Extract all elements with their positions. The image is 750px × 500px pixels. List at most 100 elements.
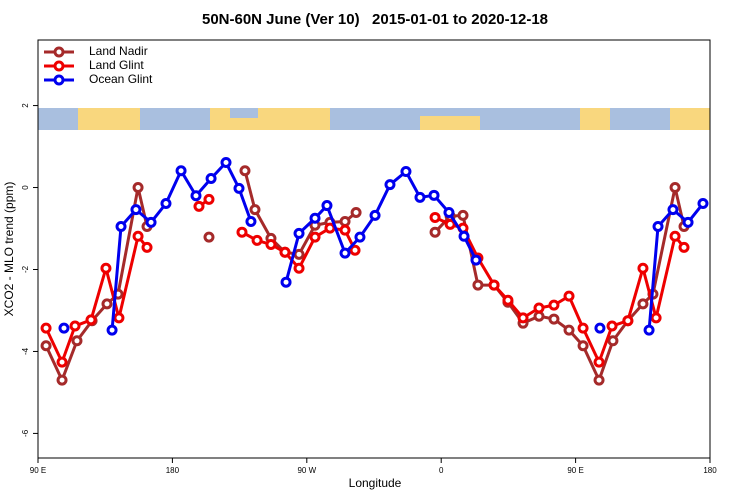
data-point — [577, 340, 589, 352]
data-point — [502, 294, 514, 306]
data-point — [517, 312, 529, 324]
legend-marker — [53, 74, 65, 86]
y-tick-label: -2 — [21, 265, 30, 273]
data-point — [457, 209, 469, 221]
data-point — [429, 211, 441, 223]
x-tick-label: 180 — [166, 466, 180, 475]
data-point — [643, 324, 655, 336]
data-point — [548, 299, 560, 311]
data-point — [488, 279, 500, 291]
map-sea — [610, 108, 670, 130]
data-point — [160, 198, 172, 210]
data-point — [384, 179, 396, 191]
data-point — [141, 241, 153, 253]
data-point — [132, 182, 144, 194]
data-point — [265, 238, 277, 250]
data-point — [444, 218, 456, 230]
data-point — [324, 222, 336, 234]
legend-label: Ocean Glint — [89, 72, 153, 86]
x-tick-label: 90 E — [567, 466, 583, 475]
data-point — [203, 193, 215, 205]
data-point — [203, 231, 215, 243]
data-point — [669, 182, 681, 194]
data-point — [40, 340, 52, 352]
data-point — [190, 190, 202, 202]
x-tick-label: 90 E — [30, 466, 46, 475]
data-point — [637, 298, 649, 310]
data-point — [309, 212, 321, 224]
data-point — [56, 356, 68, 368]
data-point — [193, 200, 205, 212]
data-point — [472, 279, 484, 291]
data-point — [577, 322, 589, 334]
data-point — [593, 356, 605, 368]
data-point — [533, 302, 545, 314]
x-tick-label: 90 W — [297, 466, 316, 475]
data-point — [354, 231, 366, 243]
data-point — [429, 226, 441, 238]
data-point — [239, 165, 251, 177]
map-sea — [38, 108, 78, 130]
x-tick-label: 0 — [439, 466, 444, 475]
data-point — [130, 204, 142, 216]
data-point — [40, 322, 52, 334]
data-point — [58, 322, 70, 334]
data-point — [280, 276, 292, 288]
map-band — [38, 108, 710, 130]
data-point — [563, 290, 575, 302]
data-point — [548, 313, 560, 325]
legend-marker — [53, 60, 65, 72]
data-point — [293, 262, 305, 274]
data-point — [607, 335, 619, 347]
data-point — [309, 231, 321, 243]
data-point — [220, 157, 232, 169]
data-point — [678, 241, 690, 253]
data-point — [400, 166, 412, 178]
x-tick-label: 180 — [703, 466, 717, 475]
data-point — [652, 220, 664, 232]
data-point — [443, 207, 455, 219]
data-point — [249, 204, 261, 216]
data-point — [563, 324, 575, 336]
data-point — [251, 234, 263, 246]
y-tick-label: 0 — [21, 185, 30, 190]
data-point — [100, 262, 112, 274]
data-point — [339, 247, 351, 259]
data-point — [339, 216, 351, 228]
data-point — [279, 246, 291, 258]
data-point — [132, 230, 144, 242]
y-axis-label: XCO2 - MLO trend (ppm) — [2, 182, 16, 317]
legend-label: Land Nadir — [89, 44, 148, 58]
data-point — [669, 230, 681, 242]
data-point — [293, 248, 305, 260]
data-point — [637, 262, 649, 274]
data-point — [101, 298, 113, 310]
data-point — [233, 182, 245, 194]
data-point — [339, 224, 351, 236]
data-point — [245, 216, 257, 228]
data-point — [56, 374, 68, 386]
y-tick-label: -4 — [21, 347, 30, 355]
data-point — [594, 322, 606, 334]
data-point — [428, 189, 440, 201]
data-point — [697, 198, 709, 210]
data-point — [145, 216, 157, 228]
data-point — [349, 244, 361, 256]
legend-marker — [53, 46, 65, 58]
data-point — [350, 207, 362, 219]
map-sea — [480, 108, 580, 130]
data-point — [622, 315, 634, 327]
series-line — [44, 232, 149, 367]
data-point — [106, 324, 118, 336]
data-point — [236, 226, 248, 238]
data-point — [321, 200, 333, 212]
plot-frame — [37, 39, 711, 459]
data-point — [458, 230, 470, 242]
map-sea — [140, 108, 210, 130]
data-point — [667, 204, 679, 216]
data-point — [69, 320, 81, 332]
data-point — [650, 312, 662, 324]
data-point — [293, 227, 305, 239]
data-point — [113, 312, 125, 324]
